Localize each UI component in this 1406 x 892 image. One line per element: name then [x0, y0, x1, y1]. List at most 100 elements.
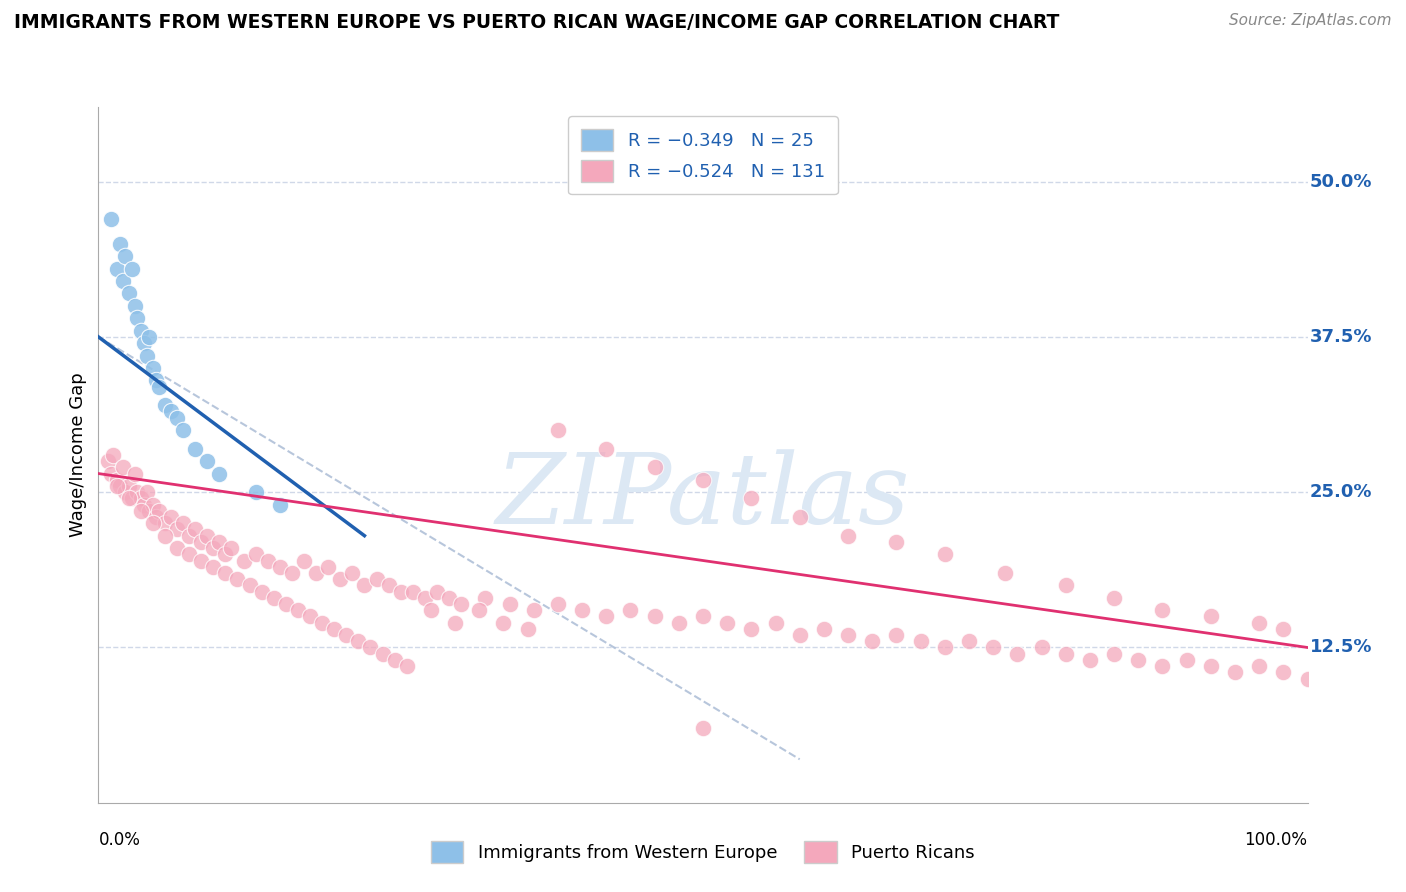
Point — [329, 572, 352, 586]
Point — [153, 398, 176, 412]
Point — [335, 628, 357, 642]
Point — [619, 603, 641, 617]
Point — [101, 448, 124, 462]
Point — [395, 659, 418, 673]
Point — [366, 572, 388, 586]
Text: Source: ZipAtlas.com: Source: ZipAtlas.com — [1229, 13, 1392, 29]
Point — [97, 454, 120, 468]
Text: 0.0%: 0.0% — [98, 830, 141, 848]
Text: 50.0%: 50.0% — [1310, 172, 1372, 191]
Point — [208, 467, 231, 481]
Point — [789, 510, 811, 524]
Point — [644, 460, 666, 475]
Point — [142, 361, 165, 376]
Point — [789, 628, 811, 642]
Point — [177, 547, 201, 561]
Point — [692, 721, 714, 735]
Point — [281, 566, 304, 580]
Point — [105, 473, 128, 487]
Point — [1296, 672, 1319, 686]
Point — [474, 591, 496, 605]
Point — [692, 473, 714, 487]
Point — [298, 609, 321, 624]
Point — [287, 603, 309, 617]
Point — [1128, 653, 1150, 667]
Point — [195, 454, 218, 468]
Point — [269, 559, 291, 574]
Point — [108, 479, 131, 493]
Point — [934, 547, 956, 561]
Point — [129, 491, 152, 506]
Point — [523, 603, 546, 617]
Point — [239, 578, 262, 592]
Point — [1054, 647, 1077, 661]
Point — [1152, 659, 1174, 673]
Point — [692, 609, 714, 624]
Point — [420, 603, 443, 617]
Point — [444, 615, 467, 630]
Point — [274, 597, 297, 611]
Point — [516, 622, 538, 636]
Point — [547, 597, 569, 611]
Legend: Immigrants from Western Europe, Puerto Ricans: Immigrants from Western Europe, Puerto R… — [423, 834, 983, 871]
Point — [347, 634, 370, 648]
Point — [134, 336, 156, 351]
Text: 37.5%: 37.5% — [1310, 328, 1372, 346]
Point — [148, 504, 170, 518]
Point — [886, 535, 908, 549]
Point — [160, 404, 183, 418]
Point — [245, 547, 267, 561]
Point — [121, 491, 143, 506]
Point — [177, 529, 201, 543]
Point — [1078, 653, 1101, 667]
Point — [145, 510, 167, 524]
Point — [837, 628, 859, 642]
Point — [740, 491, 762, 506]
Point — [153, 529, 176, 543]
Y-axis label: Wage/Income Gap: Wage/Income Gap — [69, 373, 87, 537]
Point — [127, 311, 149, 326]
Point — [124, 299, 146, 313]
Point — [468, 603, 491, 617]
Point — [138, 504, 160, 518]
Point — [145, 373, 167, 387]
Point — [1223, 665, 1246, 680]
Point — [292, 553, 315, 567]
Point — [121, 261, 143, 276]
Point — [153, 516, 176, 531]
Point — [166, 541, 188, 555]
Point — [305, 566, 328, 580]
Point — [111, 460, 134, 475]
Point — [172, 516, 194, 531]
Point — [124, 467, 146, 481]
Point — [644, 609, 666, 624]
Point — [765, 615, 787, 630]
Point — [492, 615, 515, 630]
Point — [402, 584, 425, 599]
Point — [1272, 622, 1295, 636]
Point — [111, 274, 134, 288]
Point — [1031, 640, 1053, 655]
Point — [108, 236, 131, 251]
Point — [1249, 659, 1271, 673]
Point — [118, 286, 141, 301]
Point — [384, 653, 406, 667]
Point — [142, 516, 165, 531]
Point — [498, 597, 520, 611]
Point — [202, 541, 225, 555]
Point — [100, 211, 122, 226]
Point — [118, 479, 141, 493]
Point — [1272, 665, 1295, 680]
Point — [100, 467, 122, 481]
Point — [886, 628, 908, 642]
Point — [129, 324, 152, 338]
Point — [135, 349, 157, 363]
Text: IMMIGRANTS FROM WESTERN EUROPE VS PUERTO RICAN WAGE/INCOME GAP CORRELATION CHART: IMMIGRANTS FROM WESTERN EUROPE VS PUERTO… — [14, 13, 1060, 32]
Point — [323, 622, 346, 636]
Point — [226, 572, 249, 586]
Point — [105, 261, 128, 276]
Point — [957, 634, 980, 648]
Point — [934, 640, 956, 655]
Point — [127, 485, 149, 500]
Point — [166, 410, 188, 425]
